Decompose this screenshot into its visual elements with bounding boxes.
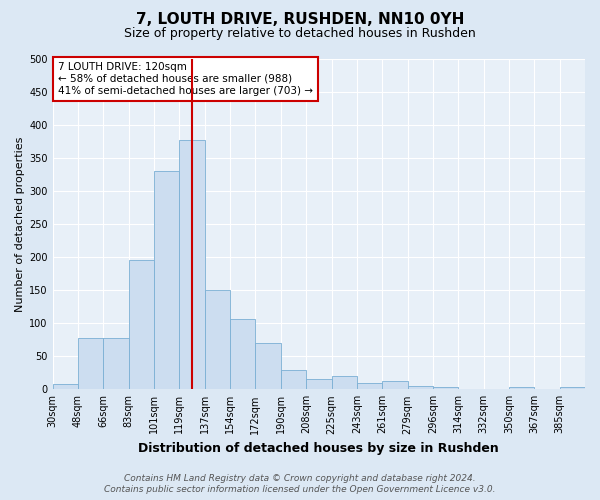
Bar [179, 140, 205, 390]
Text: Contains HM Land Registry data © Crown copyright and database right 2024.
Contai: Contains HM Land Registry data © Crown c… [104, 474, 496, 494]
Bar [129, 260, 154, 390]
Bar [332, 376, 357, 390]
Bar [205, 290, 230, 390]
Y-axis label: Number of detached properties: Number of detached properties [15, 136, 25, 312]
Bar [357, 382, 382, 390]
Bar [230, 318, 256, 390]
Text: Size of property relative to detached houses in Rushden: Size of property relative to detached ho… [124, 28, 476, 40]
X-axis label: Distribution of detached houses by size in Rushden: Distribution of detached houses by size … [139, 442, 499, 455]
Bar [560, 388, 585, 390]
Bar [256, 343, 281, 390]
Bar [281, 370, 306, 390]
Text: 7, LOUTH DRIVE, RUSHDEN, NN10 0YH: 7, LOUTH DRIVE, RUSHDEN, NN10 0YH [136, 12, 464, 28]
Bar [306, 380, 332, 390]
Bar [78, 338, 103, 390]
Bar [103, 338, 129, 390]
Bar [53, 384, 78, 390]
Text: 7 LOUTH DRIVE: 120sqm
← 58% of detached houses are smaller (988)
41% of semi-det: 7 LOUTH DRIVE: 120sqm ← 58% of detached … [58, 62, 313, 96]
Bar [433, 386, 458, 390]
Bar [535, 388, 560, 390]
Bar [382, 380, 407, 390]
Bar [509, 388, 535, 390]
Bar [154, 172, 179, 390]
Bar [407, 386, 433, 390]
Bar [458, 388, 484, 390]
